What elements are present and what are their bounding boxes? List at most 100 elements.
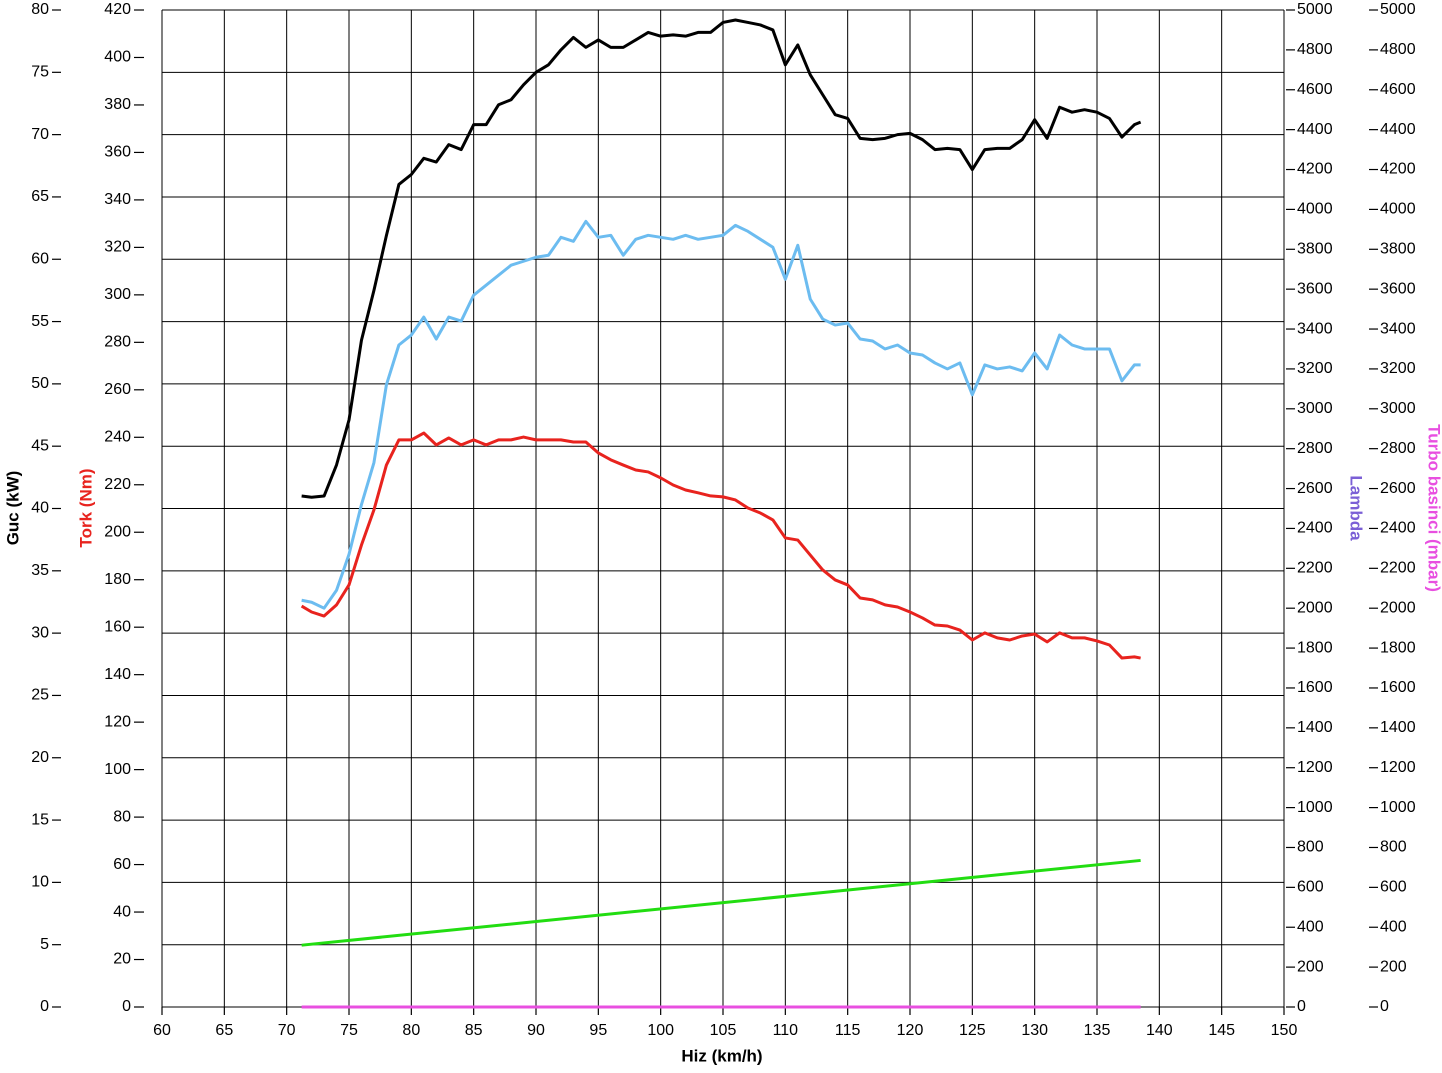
y2-tick-label: 360 [104, 144, 131, 161]
y2-tick-label: 140 [104, 666, 131, 683]
y3-tick-label: 4000 [1297, 201, 1333, 218]
x-tick-label: 115 [835, 1022, 861, 1039]
x-tick-label: 75 [340, 1022, 358, 1039]
y-tick-label: 10 [31, 874, 49, 891]
y4-tick-label: 800 [1380, 839, 1407, 856]
y3-tick-label: 2000 [1297, 599, 1333, 616]
y2-tick-label: 160 [104, 618, 131, 635]
y3-tick-label: 1800 [1297, 639, 1333, 656]
y3-tick-label: 4400 [1297, 121, 1333, 138]
x-tick-label: 60 [153, 1022, 171, 1039]
y4-tick-label: 0 [1380, 998, 1389, 1015]
y2-tick-label: 280 [104, 334, 131, 351]
y2-tick-label: 200 [104, 523, 131, 540]
y3-tick-label: 3600 [1297, 280, 1333, 297]
y-tick-label: 55 [31, 313, 49, 330]
y-tick-label: 80 [31, 1, 49, 18]
y4-tick-label: 600 [1380, 879, 1407, 896]
y4-axis-title: Turbo basinci (mbar) [1425, 424, 1442, 592]
y2-tick-label: 300 [104, 286, 131, 303]
y4-tick-label: 3200 [1380, 360, 1416, 377]
y2-tick-label: 100 [104, 761, 131, 778]
y4-tick-label: 4800 [1380, 41, 1416, 58]
y4-tick-label: 1600 [1380, 679, 1416, 696]
y3-tick-label: 4800 [1297, 41, 1333, 58]
y4-tick-label: 2600 [1380, 480, 1416, 497]
y3-tick-label: 3400 [1297, 320, 1333, 337]
y2-tick-label: 220 [104, 476, 131, 493]
y3-tick-label: 600 [1297, 879, 1324, 896]
y3-tick-label: 2600 [1297, 480, 1333, 497]
x-tick-label: 105 [710, 1022, 737, 1039]
y4-tick-label: 3800 [1380, 240, 1416, 257]
y3-axis-title: Lambda [1347, 475, 1366, 541]
x-tick-label: 125 [959, 1022, 986, 1039]
y4-tick-label: 3000 [1380, 400, 1416, 417]
x-tick-label: 90 [527, 1022, 545, 1039]
y2-tick-label: 180 [104, 571, 131, 588]
y2-axis-title: Tork (Nm) [76, 468, 95, 547]
data-line [301, 18, 1142, 499]
y4-tick-label: 4400 [1380, 121, 1416, 138]
y2-tick-label: 60 [113, 856, 131, 873]
y4-tick-label: 3400 [1380, 320, 1416, 337]
x-tick-label: 140 [1146, 1022, 1173, 1039]
y-tick-label: 0 [40, 998, 49, 1015]
y4-tick-label: 1200 [1380, 759, 1416, 776]
y2-tick-label: 120 [104, 713, 131, 730]
y3-tick-label: 400 [1297, 918, 1324, 935]
y-axis-title: Guc (kW) [3, 471, 22, 546]
y2-tick-label: 320 [104, 239, 131, 256]
y-tick-label: 45 [31, 437, 49, 454]
x-tick-label: 80 [402, 1022, 420, 1039]
y2-tick-label: 0 [122, 998, 131, 1015]
y2-tick-label: 20 [113, 951, 131, 968]
x-tick-label: 135 [1084, 1022, 1111, 1039]
x-tick-label: 70 [278, 1022, 296, 1039]
y4-tick-label: 2800 [1380, 440, 1416, 457]
y4-tick-label: 2200 [1380, 560, 1416, 577]
y4-tick-label: 4600 [1380, 81, 1416, 98]
y-tick-label: 15 [31, 811, 49, 828]
y3-tick-label: 4600 [1297, 81, 1333, 98]
y3-tick-label: 800 [1297, 839, 1324, 856]
y2-tick-label: 240 [104, 429, 131, 446]
y2-tick-label: 260 [104, 381, 131, 398]
x-axis-title: Hiz (km/h) [681, 1046, 762, 1065]
y-tick-label: 60 [31, 250, 49, 267]
y2-tick-label: 340 [104, 191, 131, 208]
y2-tick-label: 380 [104, 96, 131, 113]
x-tick-label: 65 [215, 1022, 233, 1039]
y-tick-label: 50 [31, 375, 49, 392]
y4-tick-label: 200 [1380, 958, 1407, 975]
y-tick-label: 30 [31, 624, 49, 641]
x-tick-label: 120 [897, 1022, 924, 1039]
y2-tick-label: 400 [104, 49, 131, 66]
x-tick-label: 85 [465, 1022, 483, 1039]
y-tick-label: 5 [40, 936, 49, 953]
y3-tick-label: 1400 [1297, 719, 1333, 736]
y-tick-label: 75 [31, 64, 49, 81]
y4-tick-label: 2400 [1380, 520, 1416, 537]
y2-tick-label: 80 [113, 808, 131, 825]
y4-tick-label: 400 [1380, 918, 1407, 935]
x-tick-label: 145 [1208, 1022, 1235, 1039]
y4-tick-label: 3600 [1380, 280, 1416, 297]
data-line [300, 431, 1141, 660]
y3-tick-label: 3000 [1297, 400, 1333, 417]
y4-tick-label: 5000 [1380, 1, 1416, 18]
y4-tick-label: 1000 [1380, 799, 1416, 816]
y3-tick-label: 3200 [1297, 360, 1333, 377]
x-tick-label: 130 [1021, 1022, 1048, 1039]
y4-tick-label: 1800 [1380, 639, 1416, 656]
y3-tick-label: 5000 [1297, 1, 1333, 18]
y-tick-label: 70 [31, 126, 49, 143]
data-line [301, 219, 1141, 610]
y4-tick-label: 1400 [1380, 719, 1416, 736]
y-tick-label: 20 [31, 749, 49, 766]
x-tick-label: 110 [773, 1022, 799, 1039]
y-tick-label: 35 [31, 562, 49, 579]
data-line [301, 858, 1141, 947]
x-tick-label: 150 [1271, 1022, 1298, 1039]
